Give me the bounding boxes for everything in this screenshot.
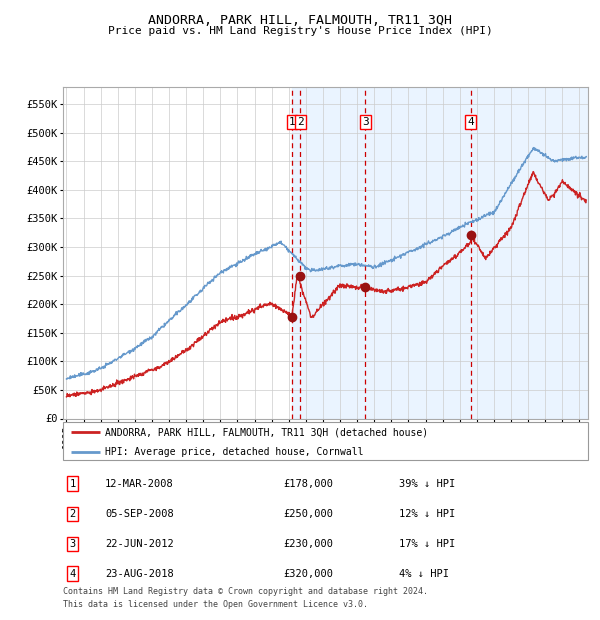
Text: 39% ↓ HPI: 39% ↓ HPI	[399, 479, 455, 489]
Text: 12% ↓ HPI: 12% ↓ HPI	[399, 509, 455, 519]
Text: 1: 1	[70, 479, 76, 489]
Text: Contains HM Land Registry data © Crown copyright and database right 2024.: Contains HM Land Registry data © Crown c…	[63, 587, 428, 596]
Text: 3: 3	[70, 539, 76, 549]
Text: HPI: Average price, detached house, Cornwall: HPI: Average price, detached house, Corn…	[105, 446, 364, 456]
Text: 1: 1	[289, 117, 295, 126]
Bar	[292, 87, 600, 419]
Text: Price paid vs. HM Land Registry's House Price Index (HPI): Price paid vs. HM Land Registry's House …	[107, 26, 493, 36]
Text: £320,000: £320,000	[284, 569, 334, 578]
Text: £230,000: £230,000	[284, 539, 334, 549]
Text: 4% ↓ HPI: 4% ↓ HPI	[399, 569, 449, 578]
Text: ANDORRA, PARK HILL, FALMOUTH, TR11 3QH (detached house): ANDORRA, PARK HILL, FALMOUTH, TR11 3QH (…	[105, 427, 428, 437]
Text: 23-AUG-2018: 23-AUG-2018	[105, 569, 174, 578]
Text: 22-JUN-2012: 22-JUN-2012	[105, 539, 174, 549]
Text: £178,000: £178,000	[284, 479, 334, 489]
Text: 2: 2	[70, 509, 76, 519]
Text: 17% ↓ HPI: 17% ↓ HPI	[399, 539, 455, 549]
Text: 3: 3	[362, 117, 368, 126]
Text: ANDORRA, PARK HILL, FALMOUTH, TR11 3QH: ANDORRA, PARK HILL, FALMOUTH, TR11 3QH	[148, 14, 452, 27]
Text: 4: 4	[467, 117, 474, 126]
Text: 12-MAR-2008: 12-MAR-2008	[105, 479, 174, 489]
Text: This data is licensed under the Open Government Licence v3.0.: This data is licensed under the Open Gov…	[63, 600, 368, 609]
Text: £250,000: £250,000	[284, 509, 334, 519]
Text: 2: 2	[297, 117, 304, 126]
Text: 4: 4	[70, 569, 76, 578]
Text: 05-SEP-2008: 05-SEP-2008	[105, 509, 174, 519]
